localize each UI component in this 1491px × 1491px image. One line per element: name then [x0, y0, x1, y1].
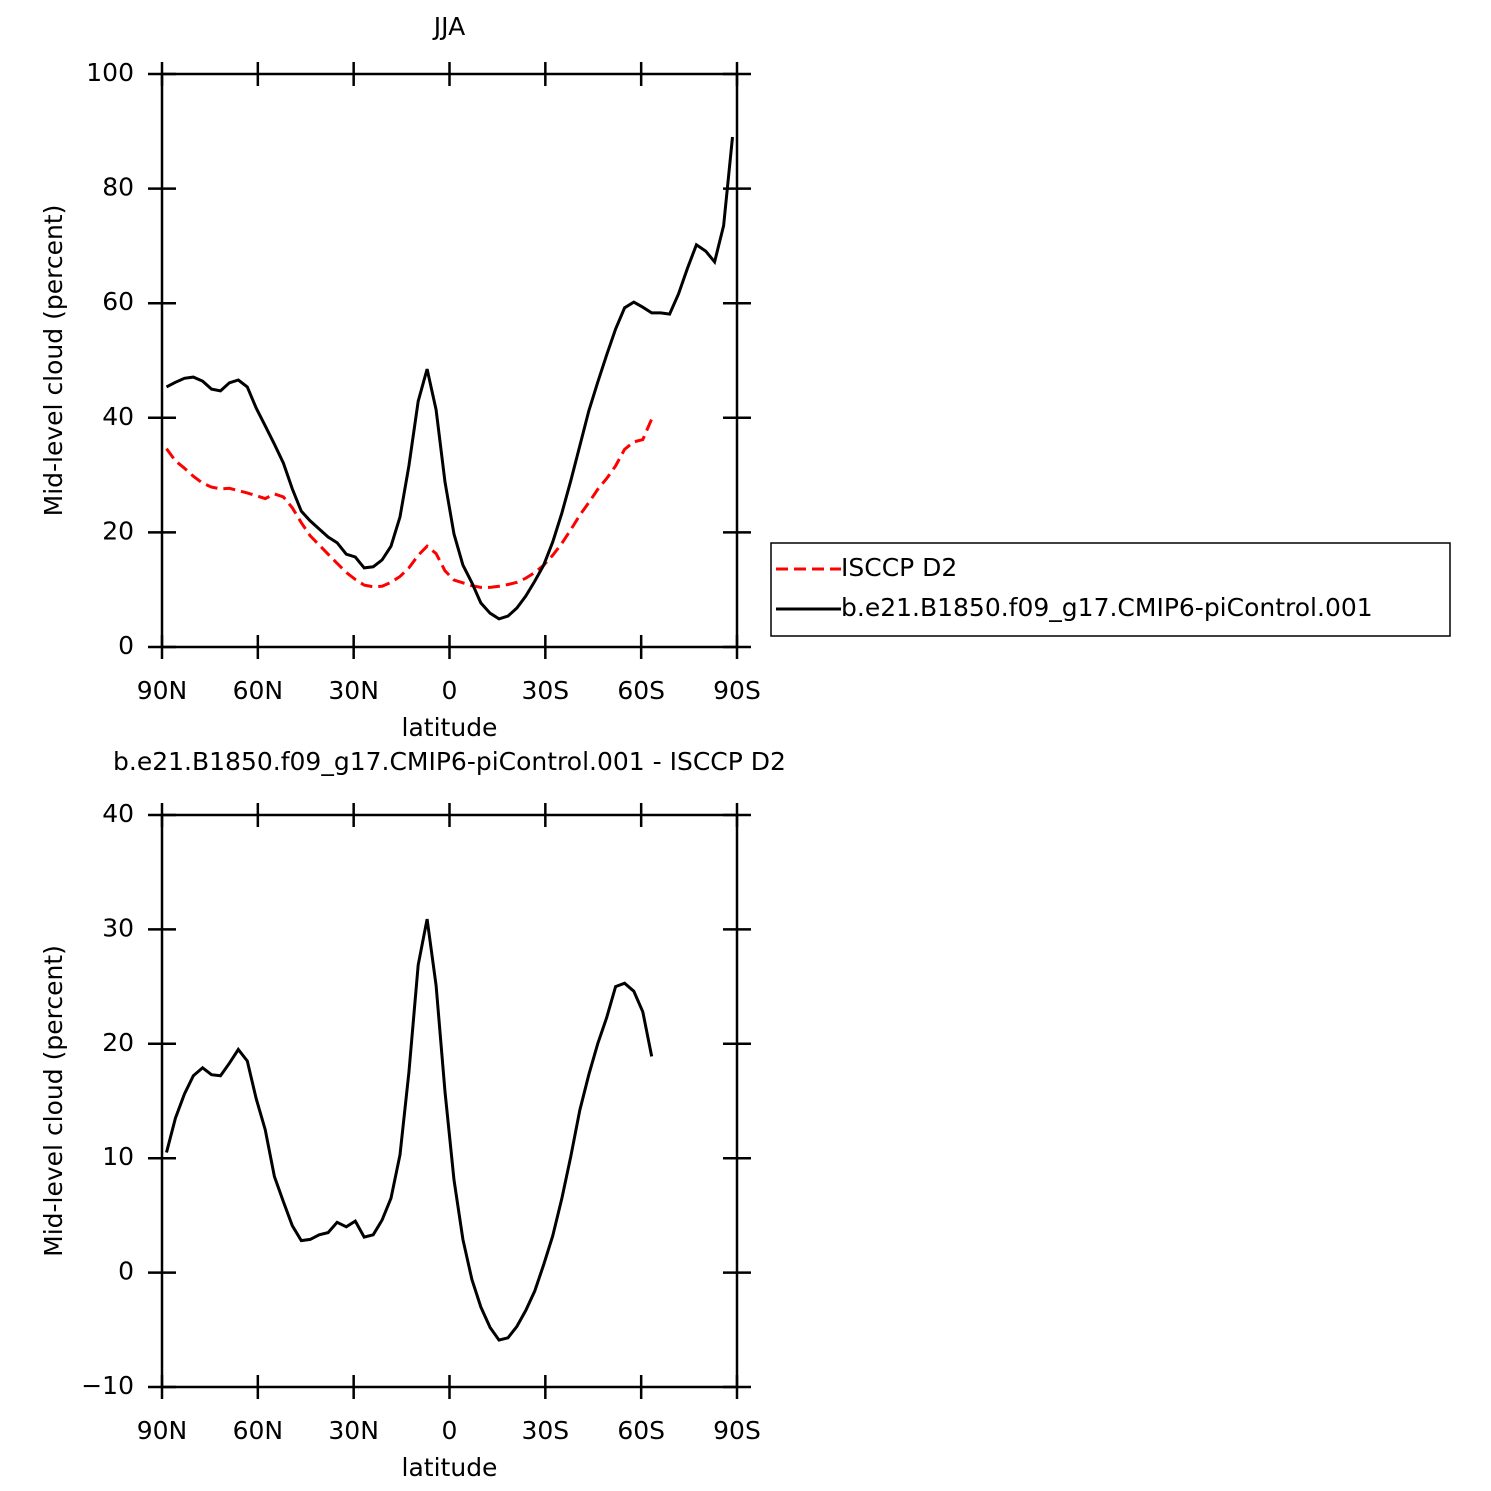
x-axis-label: latitude — [402, 713, 498, 742]
y-tick-label: 40 — [102, 402, 134, 431]
x-tick-label: 60S — [617, 1416, 665, 1445]
x-tick-label: 0 — [442, 676, 458, 705]
y-tick-label: 0 — [118, 1257, 134, 1286]
legend-box — [770, 542, 1451, 637]
legend-label: ISCCP D2 — [841, 553, 957, 582]
chart-title: JJA — [432, 12, 465, 41]
y-tick-label: 60 — [102, 287, 134, 316]
legend-label: b.e21.B1850.f09_g17.CMIP6-piControl.001 — [841, 593, 1373, 622]
x-tick-label: 30N — [328, 676, 379, 705]
y-tick-label: 100 — [86, 58, 134, 87]
x-tick-label: 90S — [713, 1416, 761, 1445]
x-axis-label: latitude — [402, 1453, 498, 1482]
x-tick-label: 60S — [617, 676, 665, 705]
x-tick-label: 30S — [521, 676, 569, 705]
x-tick-label: 60N — [233, 676, 284, 705]
y-tick-label: 30 — [102, 913, 134, 942]
y-tick-label: 10 — [102, 1142, 134, 1171]
y-tick-label: 80 — [102, 173, 134, 202]
x-tick-label: 90N — [137, 1416, 188, 1445]
plot-frame — [160, 72, 739, 649]
x-tick-label: 90N — [137, 676, 188, 705]
x-tick-label: 90S — [713, 676, 761, 705]
y-axis-label: Mid-level cloud (percent) — [39, 945, 68, 1257]
x-tick-label: 30S — [521, 1416, 569, 1445]
data-line — [165, 136, 734, 621]
y-tick-label: −10 — [81, 1371, 134, 1400]
y-tick-label: 40 — [102, 799, 134, 828]
x-tick-label: 60N — [233, 1416, 284, 1445]
y-tick-label: 0 — [118, 631, 134, 660]
y-tick-label: 20 — [102, 1028, 134, 1057]
x-tick-label: 0 — [442, 1416, 458, 1445]
y-tick-label: 20 — [102, 516, 134, 545]
data-line — [165, 918, 654, 1342]
plot-frame — [160, 813, 739, 1389]
chart-title: b.e21.B1850.f09_g17.CMIP6-piControl.001 … — [113, 747, 786, 776]
data-line — [165, 418, 654, 589]
x-tick-label: 30N — [328, 1416, 379, 1445]
y-axis-label: Mid-level cloud (percent) — [39, 205, 68, 517]
